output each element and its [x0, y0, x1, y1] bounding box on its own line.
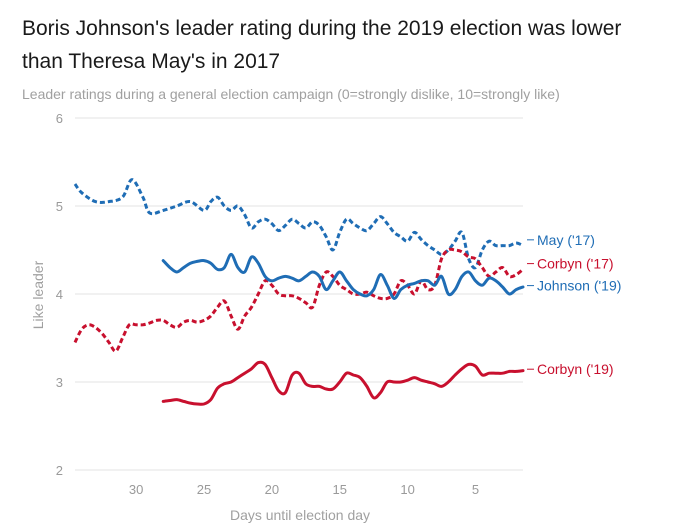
- y-axis-label: Like leader: [30, 260, 46, 329]
- chart-title: Boris Johnson's leader rating during the…: [22, 17, 622, 73]
- series-label-3: Corbyn ('19): [537, 361, 614, 377]
- y-tick-label: 3: [56, 375, 63, 390]
- series-line-1: [73, 247, 524, 353]
- series-labels: May ('17) Corbyn ('17) Johnson ('19) Corbyn…: [527, 232, 621, 377]
- series-line-0: [73, 178, 524, 270]
- x-tick-label: 20: [265, 482, 279, 497]
- x-tick-label: 10: [400, 482, 414, 497]
- series-lines: [73, 178, 525, 406]
- y-tick-label: 6: [56, 111, 63, 126]
- y-tick-label: 5: [56, 199, 63, 214]
- x-tick-label: 15: [332, 482, 346, 497]
- x-tick-label: 5: [472, 482, 479, 497]
- y-tick-label: 4: [56, 287, 63, 302]
- series-line-2: [161, 252, 525, 300]
- series-label-2: Johnson ('19): [537, 278, 621, 294]
- series-label-0: May ('17): [537, 232, 595, 248]
- x-tick-labels: 30 25 20 15 10 5: [129, 482, 479, 497]
- y-tick-label: 2: [56, 463, 63, 478]
- y-tick-labels: 2 3 4 5 6: [56, 111, 63, 478]
- series-label-1: Corbyn ('17): [537, 256, 614, 272]
- gridlines: [75, 117, 523, 471]
- x-tick-label: 25: [197, 482, 211, 497]
- series-line-3: [161, 360, 525, 406]
- chart-subtitle: Leader ratings during a general election…: [22, 86, 560, 102]
- x-tick-label: 30: [129, 482, 143, 497]
- x-axis-label: Days until election day: [230, 507, 370, 523]
